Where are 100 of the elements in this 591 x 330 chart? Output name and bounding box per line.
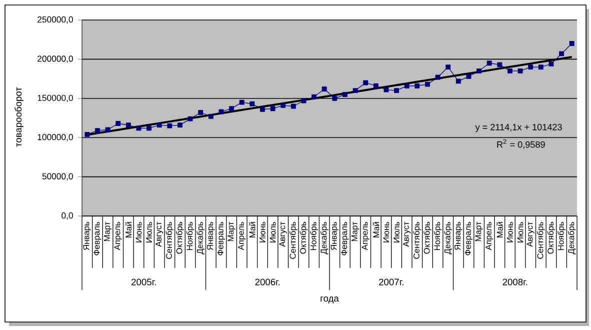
- x-tick-label: Август: [403, 222, 411, 247]
- x-tick-label: Март: [475, 222, 483, 242]
- point: [559, 51, 564, 56]
- point: [363, 80, 368, 86]
- x-tick-label: Май: [496, 222, 503, 238]
- x-tick-label: Май: [249, 222, 256, 238]
- point: [538, 64, 544, 70]
- x-tick-label: Ноябрь: [310, 222, 318, 250]
- x-tick-label: Январь: [330, 222, 338, 250]
- x-tick-label: Февраль: [217, 222, 225, 256]
- x-axis-title: года: [320, 296, 339, 304]
- x-tick-label: Июнь: [507, 222, 513, 242]
- y-axis-title: товарооборот: [14, 87, 24, 147]
- point: [528, 64, 534, 70]
- x-tick-label: Декабрь: [320, 222, 328, 254]
- point: [456, 78, 461, 84]
- text: 2006г.: [255, 278, 280, 286]
- point: [136, 126, 142, 131]
- x-tick-label: Сентябрь: [166, 222, 174, 259]
- point: [208, 114, 214, 119]
- point: [404, 83, 410, 88]
- point: [156, 122, 162, 128]
- x-tick-label: Март: [352, 222, 360, 242]
- point: [290, 104, 296, 109]
- x-tick-label: Февраль: [464, 222, 472, 256]
- point: [486, 60, 492, 66]
- x-tick-label: Август: [279, 222, 287, 247]
- point: [332, 96, 338, 101]
- point: [270, 106, 276, 112]
- x-tick-label: Декабрь: [444, 222, 452, 254]
- x-tick-label: Сентябрь: [413, 222, 422, 259]
- x-tick-label: Март: [104, 222, 112, 242]
- x-tick-label: Июнь: [383, 222, 390, 242]
- x-tick-label: Июнь: [260, 222, 266, 242]
- point: [280, 102, 286, 108]
- x-tick-label: Ноябрь: [558, 222, 566, 250]
- x-tick-label: Февраль: [94, 222, 102, 256]
- x-tick-label: Октябрь: [300, 222, 308, 254]
- point: [414, 83, 420, 88]
- x-tick-label: Август: [526, 222, 534, 247]
- x-tick-label: Июль: [270, 222, 276, 242]
- y-tick-label: 250000,0: [38, 16, 73, 24]
- x-tick-label: Май: [372, 222, 380, 238]
- y-tick-label: 50000,0: [42, 173, 73, 180]
- y-tick-label: 150000,0: [38, 94, 73, 102]
- point: [146, 126, 152, 131]
- point: [394, 88, 400, 94]
- x-tick-label: Сентябрь: [536, 222, 545, 259]
- point: [548, 61, 554, 66]
- x-tick-label: Январь: [454, 222, 462, 250]
- x-tick-label: Март: [228, 222, 236, 242]
- text: 2008г.: [502, 278, 528, 286]
- point: [373, 83, 378, 88]
- point: [188, 116, 193, 122]
- point: [352, 88, 358, 94]
- x-tick-label: Ноябрь: [434, 222, 442, 250]
- point: [229, 106, 234, 112]
- point: [198, 110, 204, 115]
- point: [466, 74, 472, 79]
- x-tick-label: Декабрь: [568, 222, 576, 254]
- x-tick-label: Июль: [517, 222, 524, 242]
- point: [508, 68, 512, 74]
- x-tick-label: Июль: [394, 222, 400, 242]
- text: 2007г.: [379, 278, 404, 286]
- annotation: y = 2114,1x + 101423: [475, 124, 562, 132]
- point: [322, 86, 327, 92]
- x-tick-label: Август: [156, 222, 164, 247]
- x-tick-label: Октябрь: [547, 222, 556, 254]
- x-tick-label: Апрель: [238, 222, 246, 250]
- point: [95, 128, 100, 134]
- point: [178, 122, 182, 128]
- y-tick-label: 100000,0: [38, 134, 73, 142]
- point: [518, 68, 523, 74]
- point: [167, 123, 172, 128]
- x-tick-label: Апрель: [362, 222, 370, 250]
- y-tick-label: 0,0: [62, 212, 73, 220]
- point: [425, 82, 430, 87]
- point: [569, 41, 574, 46]
- point: [116, 121, 121, 126]
- point: [312, 94, 317, 100]
- x-tick-label: Май: [125, 222, 132, 238]
- x-tick-label: Ноябрь: [186, 222, 194, 250]
- point: [342, 92, 348, 97]
- point: [105, 127, 110, 132]
- x-tick-label: Декабрь: [196, 222, 205, 254]
- annotation: R$^{2}$ = 0,9589: [497, 139, 545, 149]
- x-tick-label: Январь: [207, 222, 215, 250]
- x-tick-label: Октябрь: [176, 222, 184, 254]
- point: [446, 64, 451, 70]
- x-tick-label: Июнь: [136, 222, 142, 242]
- y-tick-label: 200000,0: [38, 56, 73, 63]
- text: 2005г.: [132, 278, 156, 286]
- point: [250, 101, 255, 106]
- x-tick-label: Сентябрь: [289, 222, 298, 259]
- point: [260, 106, 265, 112]
- point: [476, 68, 482, 74]
- x-tick-label: Октябрь: [424, 222, 432, 254]
- x-tick-label: Апрель: [486, 222, 494, 250]
- point: [126, 122, 131, 128]
- x-tick-label: Апрель: [114, 222, 122, 250]
